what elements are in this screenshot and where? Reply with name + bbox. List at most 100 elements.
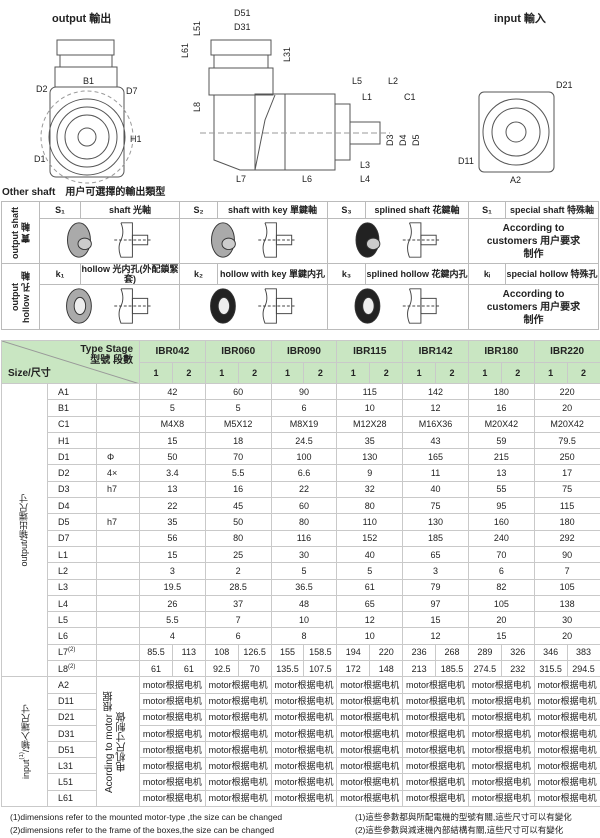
label-l1: L1 (362, 92, 372, 102)
value-cell: 26 (139, 594, 206, 613)
smooth-shaft-photo-icon (67, 222, 92, 258)
motor-value-cell: motor根据电机 (336, 676, 404, 694)
table-row: D7 56 80 116 152 185 240 292 (2, 529, 600, 547)
param-note (95, 660, 141, 678)
motor-value-cell: motor根据电机 (402, 757, 469, 775)
param-note (95, 611, 141, 629)
value-cell: 9 (336, 464, 404, 482)
custom-note: According to customers 用户要求制作 (468, 284, 599, 330)
value-cell: 25 (204, 545, 272, 564)
shaft-name: splined hollow 花鍵内孔 (365, 263, 469, 285)
value-cell: 12 (336, 611, 404, 629)
value-cell: 7 (204, 611, 272, 629)
value-cell: 28.5 (204, 578, 272, 596)
output-view-title: output 輸出 (52, 11, 111, 25)
model-header: IBR090 (270, 340, 338, 363)
value-cell: 326 (500, 643, 535, 662)
label-b1: B1 (83, 76, 94, 86)
value-cell: 95 (467, 497, 535, 515)
shaft-group-text: output hollow 孔 軸 (9, 270, 31, 323)
motor-value-cell: motor根据电机 (204, 724, 272, 743)
value-cell: 65 (402, 545, 469, 564)
value-cell: 37 (204, 594, 272, 613)
value-cell: 315.5 (533, 660, 568, 678)
motor-value-cell: motor根据电机 (402, 789, 469, 807)
value-cell: 50 (204, 513, 272, 531)
shaft-name: splined shaft 花鍵軸 (365, 201, 469, 219)
param-name: L2 (47, 562, 97, 580)
value-cell: 19.5 (139, 578, 206, 596)
value-cell: 194 (336, 643, 371, 662)
value-cell: 70 (204, 448, 272, 466)
motor-value-cell: motor根据电机 (467, 741, 535, 759)
shaft-image (179, 284, 328, 330)
value-cell: 50 (139, 448, 206, 466)
smooth-hollow-diagram-icon (114, 288, 153, 324)
value-cell: 158.5 (303, 643, 338, 662)
table-row: H1 15 18 24.5 35 43 59 79.5 (2, 431, 600, 450)
value-cell: 45 (204, 497, 272, 515)
value-cell: 3 (402, 562, 469, 580)
table-row: D2 4× 3.4 5.5 6.6 9 11 13 17 (2, 464, 600, 482)
value-cell: 4 (139, 627, 206, 645)
value-cell: 12 (402, 627, 469, 645)
param-name: D51 (47, 741, 97, 759)
value-cell: 185.5 (435, 660, 469, 678)
param-note (95, 529, 141, 547)
value-cell: 82 (467, 578, 535, 596)
value-cell: 274.5 (467, 660, 502, 678)
value-cell: 220 (369, 643, 404, 662)
value-cell: 5.5 (204, 464, 272, 482)
param-name: L8(2) (47, 660, 97, 678)
motor-value-cell: motor根据电机 (467, 773, 535, 791)
motor-value-cell: motor根据电机 (402, 741, 469, 759)
motor-value-cell: motor根据电机 (336, 757, 404, 775)
motor-value-cell: motor根据电机 (270, 773, 338, 791)
value-cell: 165 (402, 448, 469, 466)
model-header: IBR115 (336, 340, 404, 363)
table-row: L31 motor根据电机 motor根据电机 motor根据电机 motor根据电机 m… (2, 757, 600, 775)
value-cell: 100 (270, 448, 338, 466)
motor-value-cell: motor根据电机 (204, 773, 272, 791)
param-note: h7 (95, 480, 141, 499)
param-note (95, 643, 141, 662)
value-cell: 292 (533, 529, 600, 547)
stage-header: 1 (204, 362, 239, 384)
value-cell: 220 (533, 382, 600, 401)
value-cell: 75 (402, 497, 469, 515)
stage-header: 2 (237, 362, 272, 384)
shaft-image-row: According to customers 用户要求制作 (2, 218, 599, 264)
input-group-text: input(1)/输入端尺寸 (17, 687, 32, 797)
stage-header: 2 (303, 362, 338, 384)
stage-header: 2 (369, 362, 404, 384)
value-cell: 115 (336, 382, 404, 401)
shaft-image (39, 284, 180, 330)
value-cell: 110 (336, 513, 404, 531)
input-group-label: input(1)/输入端尺寸 (1, 676, 48, 807)
label-d4: D4 (398, 134, 408, 146)
motor-value-cell: motor根据电机 (533, 741, 600, 759)
value-cell: 105 (533, 578, 600, 596)
label-a2: A2 (510, 175, 521, 185)
param-name: D2 (47, 464, 97, 482)
param-name: L31 (47, 757, 97, 775)
param-note (95, 578, 141, 596)
type-stage-header: Type Stage 型號 段數 Size/尺寸 (0, 340, 141, 384)
param-note (95, 415, 141, 433)
label-l4: L4 (360, 174, 370, 184)
param-footnote: (2) (68, 647, 76, 654)
value-cell: 6 (467, 562, 535, 580)
value-cell: 152 (336, 529, 404, 547)
shaft-image (39, 218, 180, 264)
table-row: D11 motor根据电机 motor根据电机 motor根据电机 motor根据电机 m… (2, 692, 600, 710)
motor-value-cell: motor根据电机 (336, 773, 404, 791)
dimension-drawings: output 輸出 B1 D2 D7 H1 D1 D51 D31 L51 L61… (34, 8, 573, 185)
stage-header: 1 (533, 362, 568, 384)
label-d51: D51 (234, 8, 251, 18)
value-cell: 97 (402, 594, 469, 613)
value-cell: 13 (467, 464, 535, 482)
motor-value-cell: motor根据电机 (467, 692, 535, 710)
value-cell: 172 (336, 660, 371, 678)
table-row: input(1)/输入端尺寸 A2 Acording to motor 根据电机尺寸… (1, 676, 600, 807)
value-cell: 268 (435, 643, 469, 662)
